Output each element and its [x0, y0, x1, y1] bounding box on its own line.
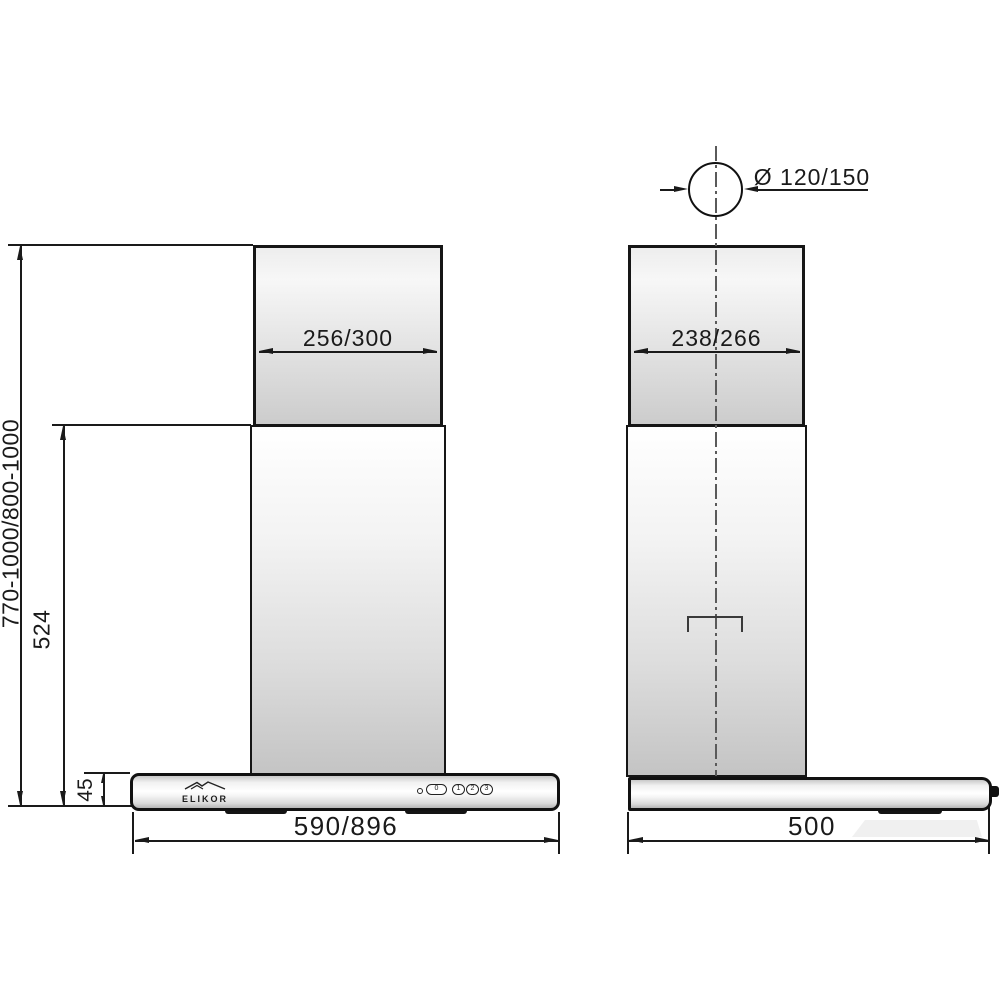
arrowhead [975, 837, 989, 843]
side-depth-label: 500 [788, 811, 836, 841]
extension-line [988, 800, 990, 854]
chimney-height-dim-line [63, 426, 65, 805]
arrowhead [101, 796, 105, 805]
power-button: 0 [426, 784, 447, 795]
front-hood-body [130, 773, 560, 811]
extension-line-top [8, 244, 253, 246]
total-height-dim-line [20, 246, 22, 805]
front-upper-duct [253, 245, 443, 427]
arrowhead [634, 348, 648, 354]
elikor-mountain-icon [160, 778, 250, 790]
arrowhead [744, 186, 758, 192]
speed-button-2: 2 [466, 784, 479, 795]
centerline-dash-dot [715, 146, 717, 776]
extension-line-body-top [84, 772, 130, 774]
extension-line-chimney-bottom [52, 424, 251, 426]
arrowhead [259, 348, 273, 354]
speed-button-3: 3 [480, 784, 493, 795]
elikor-logo-text: ELIKOR [181, 794, 228, 804]
extension-line [132, 812, 134, 854]
front-width-dim-line [135, 840, 558, 842]
arrowhead [786, 348, 800, 354]
arrowhead [60, 791, 66, 805]
body-height-dim-line [103, 774, 105, 805]
watermark-shadow [852, 820, 982, 837]
arrowhead [17, 791, 23, 805]
diameter-leader-right [756, 189, 868, 191]
front-duct-width-label: 256/300 [302, 325, 394, 351]
front-duct-width-dim-line [259, 351, 437, 353]
front-lower-duct [250, 425, 446, 775]
baseline [8, 805, 135, 807]
arrowhead [423, 348, 437, 354]
side-duct-depth-label: 238/266 [671, 325, 762, 351]
extension-line [627, 812, 629, 854]
indicator-led [417, 788, 423, 794]
body-height-label: 45 [74, 778, 97, 802]
mounting-bracket-leg [687, 616, 689, 632]
extension-line [558, 812, 560, 854]
total-height-label: 770-1000/800-1000 [0, 418, 24, 629]
elikor-logo: ELIKOR [160, 778, 250, 807]
arrowhead [17, 246, 23, 260]
side-body-switch-tab [990, 786, 999, 797]
arrowhead [60, 426, 66, 440]
diameter-leader-left [660, 189, 676, 191]
mounting-bracket-mark [687, 616, 743, 618]
side-duct-depth-dim-line [634, 351, 800, 353]
arrowhead [674, 186, 688, 192]
flange-diameter-label: Ø 120/150 [753, 164, 871, 190]
mounting-bracket-leg [741, 616, 743, 632]
side-hood-body [628, 777, 992, 811]
arrowhead [629, 837, 643, 843]
side-depth-dim-line [629, 840, 989, 842]
speed-button-1: 1 [452, 784, 465, 795]
chimney-height-label: 524 [28, 609, 55, 650]
arrowhead [101, 774, 105, 783]
arrowhead [544, 837, 558, 843]
front-width-label: 590/896 [293, 811, 399, 841]
arrowhead [135, 837, 149, 843]
